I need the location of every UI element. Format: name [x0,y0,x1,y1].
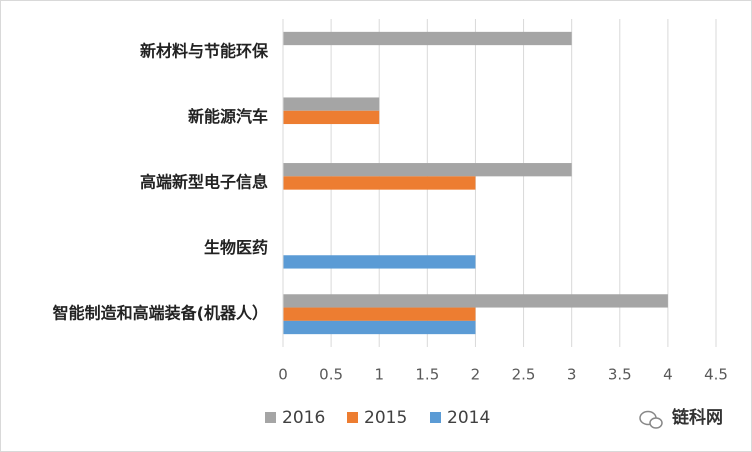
x-tick-label: 1.5 [415,366,439,384]
bar [283,163,572,177]
bar [283,320,476,335]
x-tick-label: 0 [278,366,288,384]
y-tick-label: 高端新型电子信息 [140,173,268,192]
x-tick-label: 2.5 [512,366,536,384]
bar [283,110,380,125]
legend-label: 2014 [447,408,490,428]
bar [283,31,572,46]
y-tick-label: 智能制造和高端装备(机器人） [53,304,268,323]
x-tick-label: 4.5 [704,366,728,384]
x-tick-label: 3.5 [608,366,632,384]
watermark-icon [639,410,663,429]
y-tick-label: 新材料与节能环保 [140,41,269,60]
bar [283,255,476,269]
bar [283,294,668,308]
x-tick-label: 4 [663,366,673,384]
legend-label: 2016 [282,408,325,428]
y-tick-label: 新能源汽车 [188,107,268,126]
bar [283,307,476,321]
bar [283,97,380,111]
legend-swatch [430,412,441,423]
legend-swatch [265,412,276,423]
x-tick-label: 1 [374,366,384,384]
watermark: 链科网 [672,407,723,428]
x-tick-label: 2 [471,366,481,384]
x-tick-label: 0.5 [319,366,343,384]
y-tick-label: 生物医药 [204,238,268,257]
bar [283,176,476,190]
x-tick-label: 3 [567,366,577,384]
legend-swatch [347,412,358,423]
legend-label: 2015 [364,408,407,428]
